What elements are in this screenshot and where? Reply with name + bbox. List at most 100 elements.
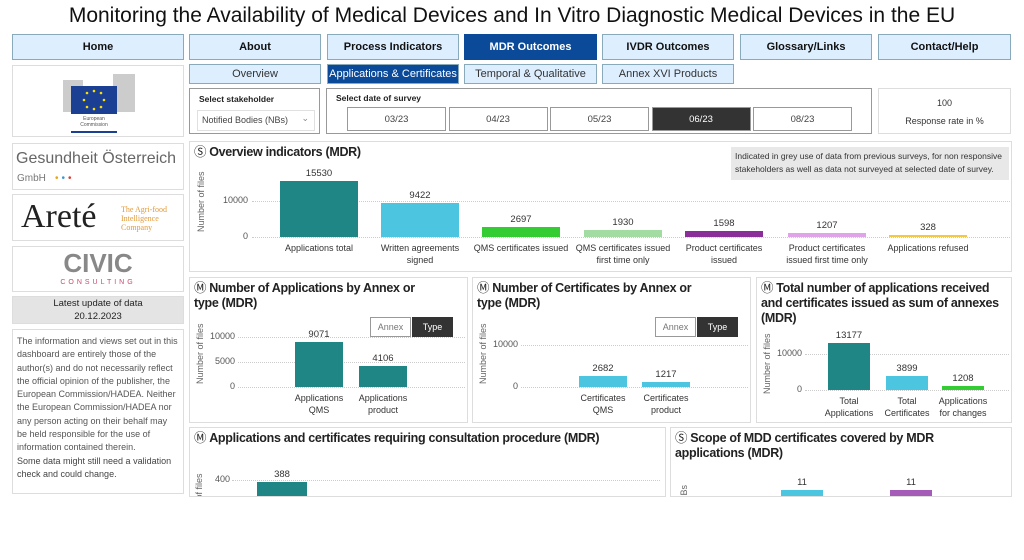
nav-glossary-links[interactable]: Glossary/Links	[740, 34, 872, 60]
consult-bar-0[interactable]	[257, 482, 307, 496]
page-title: Monitoring the Availability of Medical D…	[68, 4, 956, 27]
civic-logo-text: CIVIC	[63, 248, 133, 278]
overview-category-label: Product certificates issued first time o…	[786, 243, 868, 265]
totals-panel: Ⓜ Total number of applications received a…	[756, 277, 1012, 423]
arete-logo: Areté The Agri-food Intelligence Company	[12, 194, 184, 241]
apps-y-axis-label: Number of files	[195, 323, 205, 384]
totals-bar-total-certificates[interactable]	[886, 375, 928, 390]
overview-value-label: 1207	[816, 219, 838, 231]
certs-bar-certificates-product[interactable]	[642, 381, 690, 387]
apps-y-tick: 5000	[214, 356, 235, 366]
survey-date-08-23[interactable]: 08/23	[753, 107, 852, 131]
arete-logo-text: Areté	[21, 198, 97, 235]
mdd-scope-panel: Ⓢ Scope of MDD certificates covered by MD…	[670, 427, 1012, 497]
apps-value-label: 9071	[308, 328, 330, 340]
survey-date-05-23[interactable]: 05/23	[550, 107, 649, 131]
totals-title-text: Total number of applications received an…	[761, 281, 999, 325]
overview-category-label: Written agreements signed	[380, 243, 460, 265]
overview-value-label: 15530	[305, 168, 333, 180]
overview-bar-written-agreements-signed[interactable]	[381, 203, 459, 237]
totals-chart-title: Ⓜ Total number of applications received a…	[761, 281, 1009, 326]
certs-toggle-annex[interactable]: Annex	[655, 317, 696, 337]
certs-y-tick: 0	[512, 381, 518, 391]
overview-bar-applications-refused[interactable]	[889, 235, 967, 237]
consult-value-label: 388	[274, 469, 290, 481]
scope-chart-title: Ⓢ Scope of MDD certificates covered by MD…	[675, 431, 1005, 461]
overview-value-label: 1930	[612, 217, 634, 229]
validation-note: Some data might still need a validation …	[17, 455, 172, 479]
consult-chart-title: Ⓜ Applications and certificates requiring…	[194, 431, 664, 446]
nav-process-indicators[interactable]: Process Indicators	[327, 34, 459, 60]
certs-value-label: 2682	[592, 362, 614, 374]
scope-value-label: 11	[906, 477, 916, 488]
overview-bar-product-certificates-issued-first-time-only[interactable]	[788, 232, 866, 237]
nav-mdr-outcomes[interactable]: MDR Outcomes	[464, 34, 597, 60]
nav-contact-help[interactable]: Contact/Help	[878, 34, 1011, 60]
scope-bar-0[interactable]	[781, 490, 823, 496]
certs-gridline	[521, 387, 748, 388]
ec-logo-text: European Commission	[80, 116, 108, 128]
overview-bar-qms-certificates-issued-first-time-only[interactable]	[584, 230, 662, 237]
consult-y-tick: 400	[214, 474, 230, 484]
goeg-logo-text: Gesundheit Österreich	[16, 150, 177, 167]
overview-bar-qms-certificates-issued[interactable]	[482, 227, 560, 237]
totals-value-label: 3899	[896, 362, 918, 374]
certs-value-label: 1217	[655, 368, 677, 380]
survey-date-04-23[interactable]: 04/23	[448, 107, 548, 131]
survey-date-03-23[interactable]: 03/23	[347, 107, 446, 131]
stakeholder-dropdown[interactable]: Notified Bodies (NBs) ⌄	[197, 110, 315, 131]
survey-date-06-23[interactable]: 06/23	[651, 107, 751, 131]
certs-toggle-type[interactable]: Type	[697, 317, 738, 337]
s-circle-icon: Ⓢ	[675, 431, 688, 445]
apps-title-text: Number of Applications by Annex or type …	[194, 281, 415, 310]
nav-ivdr-outcomes[interactable]: IVDR Outcomes	[602, 34, 734, 60]
arete-logo-sub: The Agri-food Intelligence Company	[121, 205, 167, 232]
applications-by-annex-panel: Ⓜ Number of Applications by Annex or type…	[189, 277, 468, 423]
tab-overview[interactable]: Overview	[189, 64, 321, 84]
apps-toggle-type[interactable]: Type	[412, 317, 453, 337]
overview-bar-applications-total[interactable]	[280, 181, 358, 237]
goeg-logo: Gesundheit Österreich GmbH •••	[12, 143, 184, 190]
certs-y-axis-label: Number of files	[478, 323, 488, 384]
certs-chart-title: Ⓜ Number of Certificates by Annex or type…	[477, 281, 717, 311]
latest-update-date: 20.12.2023	[74, 311, 122, 322]
consult-title-text: Applications and certificates requiring …	[209, 431, 600, 445]
apps-gridline	[238, 387, 465, 388]
apps-bar-applications-qms[interactable]	[295, 341, 343, 387]
certs-bar-certificates-qms[interactable]	[579, 375, 627, 387]
tab-applications-certificates[interactable]: Applications & Certificates	[327, 64, 459, 84]
tab-temporal-qualitative[interactable]: Temporal & Qualitative	[464, 64, 597, 84]
overview-chart-title: Ⓢ Overview indicators (MDR)	[194, 145, 714, 160]
totals-gridline	[805, 354, 1009, 355]
apps-bar-applications-product[interactable]	[359, 366, 407, 387]
totals-bar-total-applications[interactable]	[828, 342, 870, 390]
consult-y-axis-label: Number of files	[194, 473, 205, 496]
tab-annex-xvi-products[interactable]: Annex XVI Products	[602, 64, 734, 84]
overview-gridline	[252, 201, 1010, 202]
certs-gridline	[521, 345, 748, 346]
totals-bar-applications-for-changes[interactable]	[942, 385, 984, 390]
stakeholder-label: Select stakeholder	[199, 94, 275, 104]
m-circle-icon: Ⓜ	[761, 281, 774, 295]
civic-logo-sub: CONSULTING	[60, 279, 136, 286]
overview-value-label: 9422	[409, 190, 431, 202]
nav-about[interactable]: About	[189, 34, 321, 60]
disclaimer-text: The information and views set out in thi…	[17, 336, 178, 453]
overview-bar-product-certificates-issued[interactable]	[685, 231, 763, 237]
overview-indicators-panel: Indicated in grey use of data from previ…	[189, 141, 1012, 272]
scope-bar-1[interactable]	[890, 490, 932, 496]
overview-y-tick: 10000	[222, 195, 248, 205]
apps-category-label: Applications product	[358, 393, 408, 415]
overview-y-axis-label: Number of files	[196, 171, 206, 232]
latest-update: Latest update of data 20.12.2023	[12, 296, 184, 324]
grey-data-note: Indicated in grey use of data from previ…	[731, 147, 1009, 180]
totals-y-tick: 0	[796, 384, 802, 394]
ec-building-icon	[63, 74, 135, 133]
consult-gridline	[232, 480, 660, 481]
latest-update-label: Latest update of data	[53, 298, 143, 309]
apps-gridline	[238, 362, 465, 363]
nav-home[interactable]: Home	[12, 34, 184, 60]
apps-toggle-annex[interactable]: Annex	[370, 317, 411, 337]
certs-y-tick: 10000	[492, 339, 518, 349]
m-circle-icon: Ⓜ	[477, 281, 490, 295]
